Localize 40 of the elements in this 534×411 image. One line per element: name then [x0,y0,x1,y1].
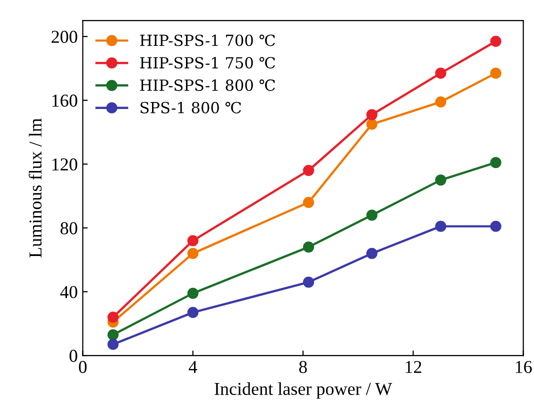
point [435,96,446,108]
point [435,174,446,186]
point [187,288,198,299]
point [187,306,198,318]
point [435,68,446,79]
point [108,312,119,323]
x-tick-label: 12 [406,360,422,373]
legend-label: SPS-1 800 ℃ [140,102,241,114]
point [302,241,314,253]
point [366,210,378,221]
point [108,329,119,340]
point [490,156,502,168]
legend-label: HIP-SPS-1 750 ℃ [140,56,275,69]
y-tick-label: 40 [60,286,78,298]
y-axis-title: Luminous flux / lm [28,118,42,258]
point [490,36,502,47]
point [490,220,502,232]
point [302,164,314,176]
y-tick-label: 160 [52,94,78,107]
x-tick-label: 16 [516,360,532,374]
y-tick-label: 200 [52,30,78,43]
point [366,248,378,259]
point [366,118,378,130]
point [187,248,198,259]
point [302,276,314,288]
x-tick-label: 4 [188,361,198,373]
point [490,68,502,79]
x-tick-label: 0 [78,360,87,374]
point [302,196,314,208]
y-tick-label: 120 [52,158,78,171]
x-axis-title: Incident laser power / W [214,382,392,399]
legend-label: HIP-SPS-1 800 ℃ [140,79,275,91]
point [366,109,378,120]
point [108,338,119,350]
point [435,220,446,232]
x-tick-label: 8 [299,360,307,374]
y-tick-label: 0 [70,350,78,362]
legend-label: HIP-SPS-1 700 ℃ [140,34,275,46]
y-tick-label: 80 [60,222,78,234]
point [187,235,198,246]
